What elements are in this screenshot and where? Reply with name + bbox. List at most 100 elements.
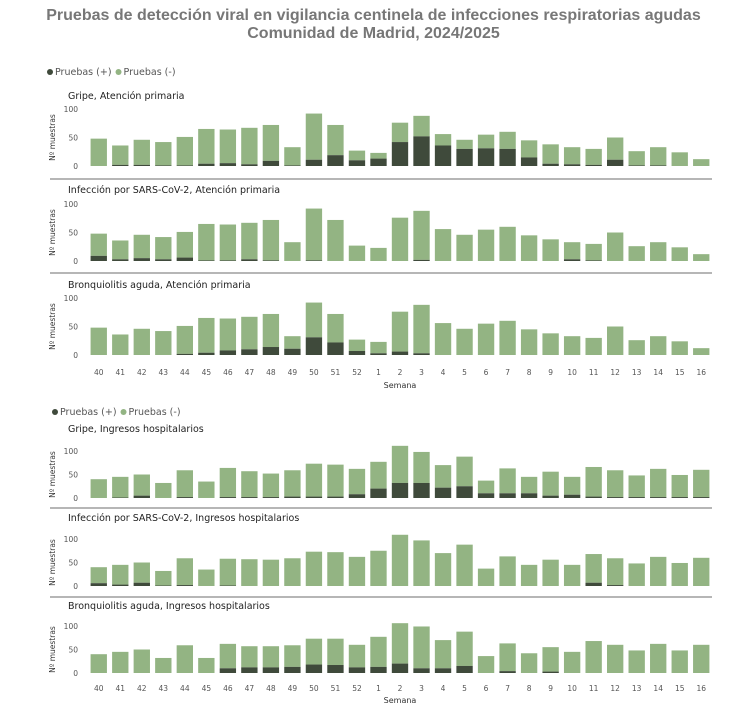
bar-negative-13 <box>628 246 645 261</box>
x-tick-label: 5 <box>462 684 467 693</box>
y-tick-label: 0 <box>73 162 78 171</box>
bar-positive-5 <box>456 486 473 498</box>
bar-negative-7 <box>499 226 516 261</box>
bar-negative-41 <box>112 651 129 673</box>
bar-positive-47 <box>241 259 258 261</box>
bar-negative-9 <box>542 144 559 164</box>
y-tick-label: 50 <box>68 559 78 568</box>
x-tick-label: 2 <box>398 368 403 377</box>
bar-negative-11 <box>585 466 602 497</box>
x-tick-label: 4 <box>441 368 446 377</box>
bar-negative-12 <box>607 470 624 498</box>
bar-negative-13 <box>628 475 645 498</box>
bar-negative-49 <box>284 242 301 261</box>
bar-positive-44 <box>176 497 193 498</box>
bar-negative-11 <box>585 337 602 355</box>
y-tick-label: 100 <box>64 535 79 544</box>
x-tick-label: 12 <box>610 368 620 377</box>
bar-negative-48 <box>262 646 280 668</box>
bar-negative-15 <box>671 341 688 355</box>
bar-negative-43 <box>155 657 172 673</box>
bar-negative-8 <box>520 140 538 158</box>
bar-positive-9 <box>542 495 559 498</box>
chart-title: Pruebas de detección viral en vigilancia… <box>0 7 747 43</box>
y-tick-label: 50 <box>68 471 78 480</box>
x-tick-label: 10 <box>567 368 577 377</box>
bar-positive-51 <box>327 342 344 355</box>
bar-positive-8 <box>520 157 538 166</box>
bar-negative-44 <box>176 136 193 166</box>
bar-negative-46 <box>219 467 237 498</box>
bar-negative-44 <box>176 325 193 354</box>
bar-positive-1 <box>370 488 387 498</box>
bar-negative-10 <box>563 651 581 673</box>
bar-positive-47 <box>241 164 258 166</box>
bar-negative-51 <box>327 552 344 586</box>
bar-negative-40 <box>90 479 107 498</box>
bar-negative-41 <box>112 240 129 260</box>
bar-positive-52 <box>348 667 366 673</box>
bar-negative-2 <box>391 534 409 586</box>
bar-positive-48 <box>262 160 280 166</box>
bar-negative-45 <box>198 569 215 586</box>
bar-negative-9 <box>542 471 559 496</box>
bar-negative-4 <box>434 229 452 261</box>
bar-positive-11 <box>585 582 602 586</box>
bar-negative-40 <box>90 233 107 256</box>
bar-negative-8 <box>520 476 538 494</box>
bar-negative-2 <box>391 445 409 483</box>
x-tick-label: 51 <box>331 684 341 693</box>
bar-negative-50 <box>305 551 323 586</box>
bar-negative-5 <box>456 139 473 149</box>
y-tick-label: 50 <box>68 323 78 332</box>
bar-positive-51 <box>327 496 344 498</box>
bar-positive-40 <box>90 583 107 586</box>
bar-negative-1 <box>370 636 387 667</box>
bar-negative-44 <box>176 558 193 586</box>
bar-negative-46 <box>219 643 237 669</box>
x-tick-label: 50 <box>309 368 319 377</box>
bar-negative-43 <box>155 331 172 355</box>
bar-positive-7 <box>499 493 516 498</box>
bar-positive-46 <box>219 260 237 261</box>
bar-negative-7 <box>499 556 516 586</box>
bar-negative-51 <box>327 219 344 261</box>
bar-negative-43 <box>155 142 172 166</box>
bar-negative-43 <box>155 482 172 498</box>
x-tick-label: 51 <box>331 368 341 377</box>
bar-negative-3 <box>413 115 430 137</box>
bar-positive-50 <box>305 337 323 355</box>
x-tick-label: 2 <box>398 684 403 693</box>
x-tick-label: 8 <box>527 684 532 693</box>
bar-negative-41 <box>112 145 129 165</box>
y-tick-label: 100 <box>64 294 79 303</box>
bar-positive-2 <box>391 142 409 166</box>
bar-negative-52 <box>348 644 366 668</box>
bar-negative-40 <box>90 327 107 355</box>
bar-positive-50 <box>305 159 323 166</box>
panel-title: Bronquiolitis aguda, Ingresos hospitalar… <box>68 601 270 612</box>
bar-negative-12 <box>607 326 624 355</box>
bar-negative-9 <box>542 559 559 586</box>
x-tick-label: 14 <box>653 684 663 693</box>
bar-positive-3 <box>413 482 430 498</box>
bar-negative-45 <box>198 128 215 164</box>
x-tick-label: 16 <box>696 368 706 377</box>
bar-positive-5 <box>456 148 473 166</box>
y-tick-label: 0 <box>73 669 78 678</box>
y-tick-label: 100 <box>64 200 79 209</box>
bar-negative-50 <box>305 113 323 160</box>
bar-positive-11 <box>585 164 602 166</box>
x-tick-label: 41 <box>116 368 126 377</box>
bar-positive-13 <box>628 497 645 498</box>
bar-negative-3 <box>413 304 430 354</box>
y-axis-label: Nº muestras <box>48 303 57 350</box>
x-tick-label: 5 <box>462 368 467 377</box>
x-tick-label: 7 <box>505 368 510 377</box>
bar-positive-43 <box>155 165 172 166</box>
bar-negative-11 <box>585 641 602 673</box>
bar-positive-42 <box>133 495 150 498</box>
bar-positive-16 <box>693 497 710 498</box>
bar-negative-10 <box>563 242 581 260</box>
